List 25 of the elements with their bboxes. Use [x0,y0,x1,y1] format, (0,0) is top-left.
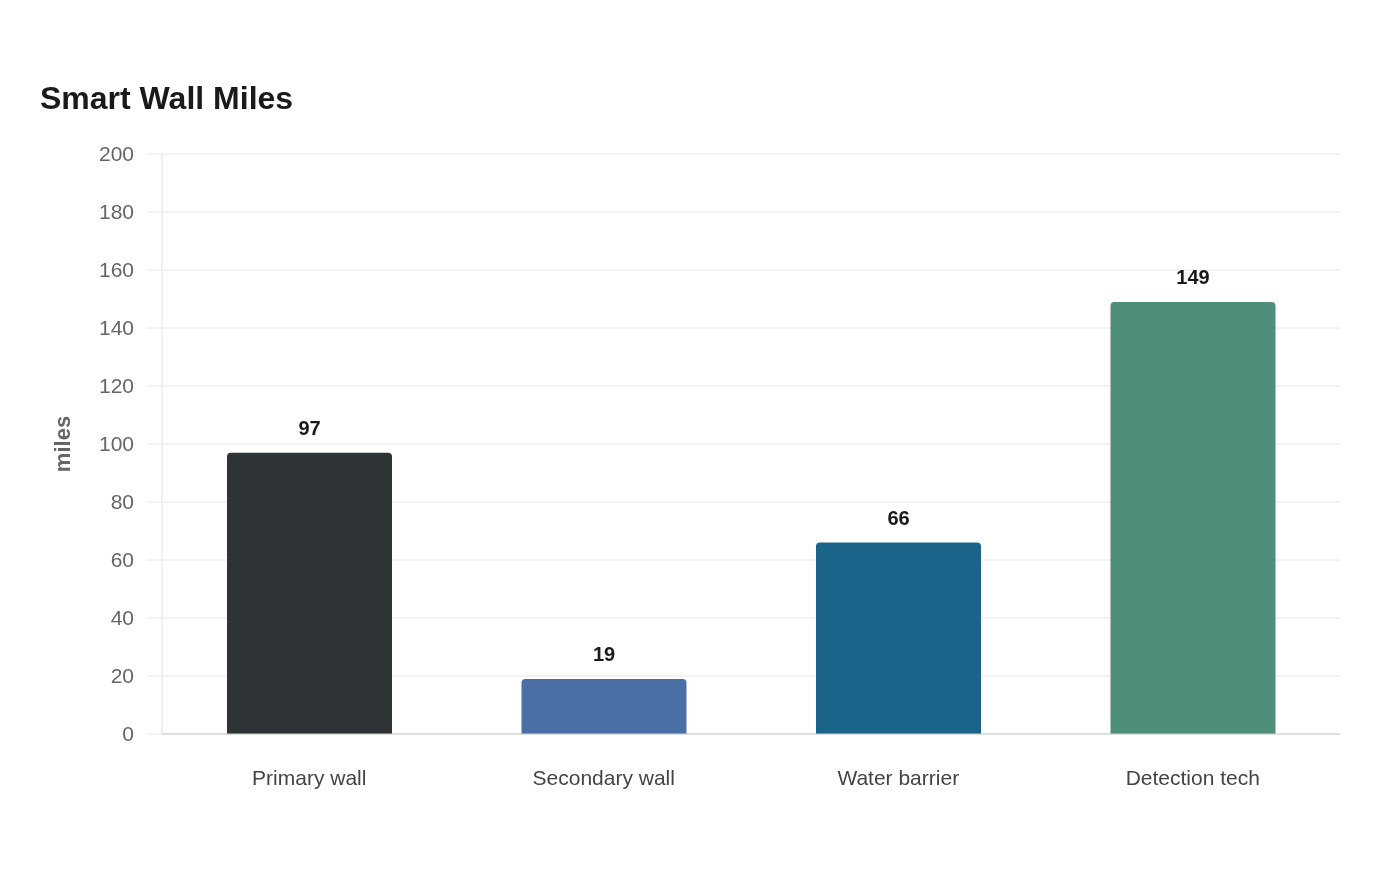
y-tick-label: 120 [98,374,134,398]
y-tick-label: 0 [122,722,134,746]
y-tick-label: 20 [110,664,134,688]
data-label: 149 [1176,265,1210,288]
x-tick-label: Primary wall [252,765,367,789]
x-tick-label: Secondary wall [532,765,675,789]
y-tick-label: 200 [98,142,134,166]
y-tick-label: 140 [98,316,134,340]
bar [1110,301,1276,734]
x-tick-label: Water barrier [837,765,960,789]
data-label: 97 [298,416,321,439]
y-axis-title: miles [49,415,75,473]
data-label: 66 [887,506,910,529]
x-tick-label: Detection tech [1125,765,1260,789]
y-tick-label: 40 [110,606,134,630]
chart-title: Smart Wall Miles [40,80,294,117]
y-tick-label: 160 [98,258,134,282]
data-label: 19 [592,642,616,665]
bar [227,452,392,734]
y-tick-label: 80 [110,490,134,514]
bar [521,678,687,734]
y-tick-label: 100 [98,432,134,456]
y-tick-label: 180 [98,200,134,224]
y-tick-label: 60 [110,548,134,572]
bar [816,542,981,734]
